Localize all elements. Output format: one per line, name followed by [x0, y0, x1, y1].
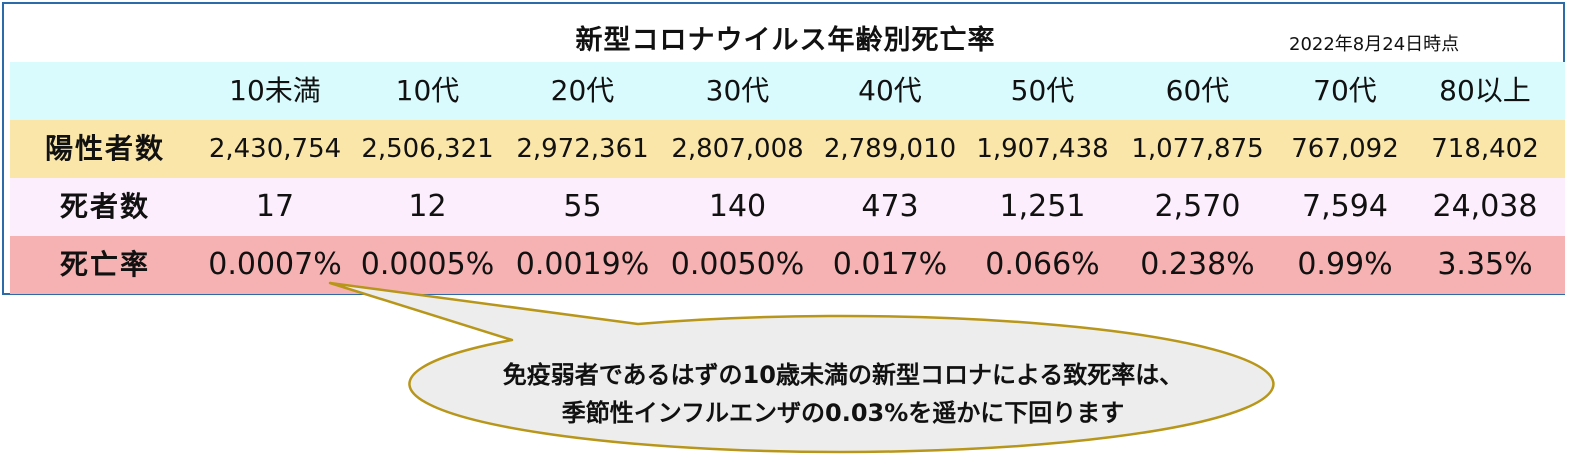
table-cell: 0.017%	[832, 247, 948, 282]
table-cell: 767,092	[1291, 134, 1399, 164]
table-cell: 1,907,438	[976, 134, 1109, 164]
table-cell: 140	[708, 189, 767, 224]
table-cell: 1,251	[999, 189, 1086, 224]
table-cell: 55	[563, 189, 602, 224]
table-cell: 0.0019%	[515, 247, 650, 282]
column-header: 50代	[1010, 74, 1075, 107]
deaths-row: 死者数 17 12 55 140 473 1,251 2,570 7,594 2…	[10, 178, 1565, 236]
column-header: 10代	[395, 74, 460, 107]
callout-line-1: 免疫弱者であるはずの10歳未満の新型コロナによる致死率は、	[502, 361, 1184, 389]
table-cell: 2,430,754	[208, 134, 342, 164]
table-cell: 2,570	[1154, 189, 1241, 224]
table-cell: 0.99%	[1297, 247, 1393, 282]
table-cell: 2,789,010	[823, 134, 957, 164]
callout-text: 免疫弱者であるはずの10歳未満の新型コロナによる致死率は、 季節性インフルエンザ…	[410, 356, 1276, 432]
table-cell: 0.0050%	[670, 247, 805, 282]
table-cell: 718,402	[1431, 134, 1539, 164]
row-label: 死者数	[59, 190, 150, 223]
table-cell: 17	[255, 189, 295, 224]
table-cell: 7,594	[1302, 189, 1388, 224]
table-cell: 1,077,875	[1131, 134, 1264, 164]
table-cell: 2,506,321	[361, 134, 494, 164]
table-cell: 0.0005%	[360, 247, 495, 282]
table-cell: 3.35%	[1437, 247, 1533, 282]
table-cell: 473	[861, 189, 919, 224]
table-cell: 12	[408, 189, 447, 224]
table-cell: 2,807,008	[671, 134, 804, 164]
column-header: 60代	[1165, 74, 1230, 107]
table-cell: 0.066%	[985, 247, 1100, 282]
table-cell: 0.238%	[1140, 247, 1255, 282]
table-frame: 新型コロナウイルス年齢別死亡率 2022年8月24日時点 10未満 10代 20…	[2, 2, 1565, 295]
positive-cases-row: 陽性者数 2,430,754 2,506,321 2,972,361 2,807…	[10, 120, 1565, 178]
column-header: 10未満	[229, 74, 321, 107]
column-header: 40代	[858, 74, 922, 107]
table-cell: 2,972,361	[516, 134, 649, 164]
as-of-date: 2022年8月24日時点	[1289, 34, 1460, 55]
column-header: 80以上	[1439, 74, 1531, 107]
row-label: 死亡率	[59, 248, 150, 281]
callout-line-2: 季節性インフルエンザの0.03%を遥かに下回ります	[561, 399, 1125, 427]
row-label: 陽性者数	[44, 132, 165, 165]
column-header: 70代	[1313, 74, 1377, 107]
fatality-rate-row: 死亡率 0.0007% 0.0005% 0.0019% 0.0050% 0.01…	[10, 236, 1565, 294]
table-title: 新型コロナウイルス年齢別死亡率	[575, 25, 996, 56]
column-header: 20代	[550, 74, 615, 107]
table-cell: 0.0007%	[208, 247, 342, 282]
table-cell: 24,038	[1432, 189, 1538, 224]
header-row: 10未満 10代 20代 30代 40代 50代 60代 70代 80以上	[10, 62, 1565, 120]
column-header: 30代	[705, 74, 770, 107]
